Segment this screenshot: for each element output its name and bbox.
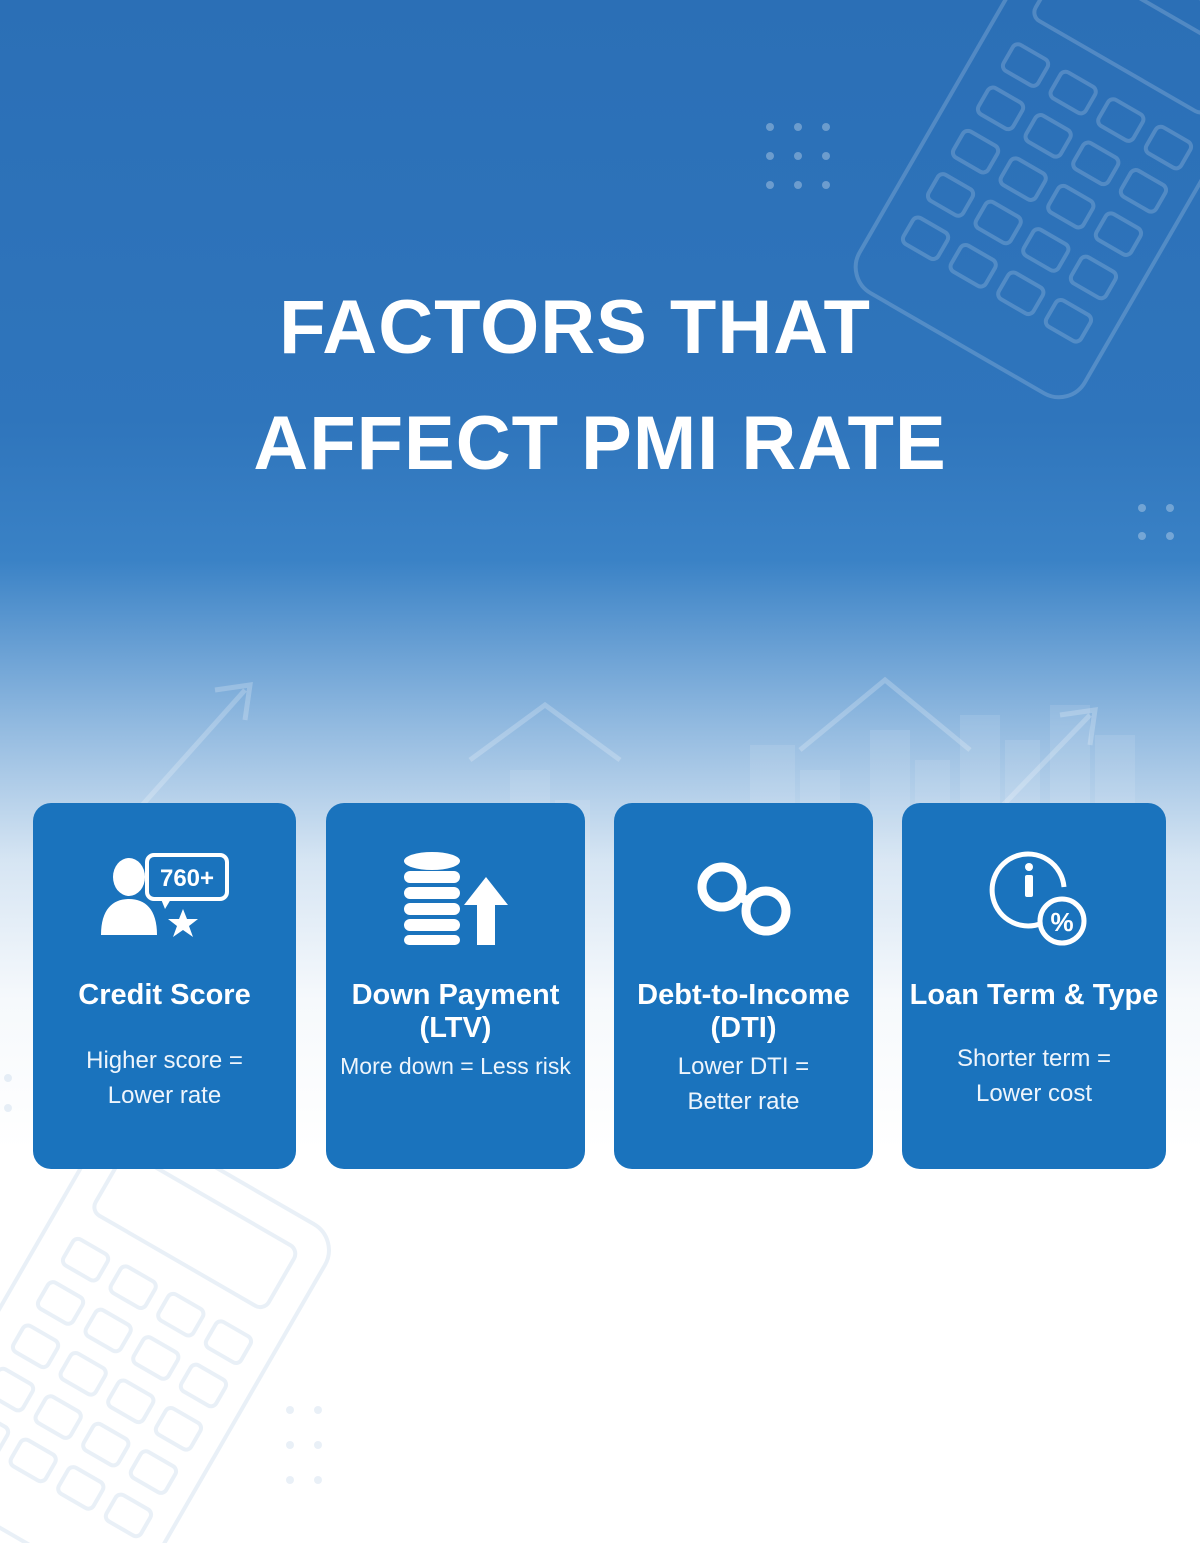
card-description: Lower DTI = Better rate [677, 1053, 810, 1115]
credit-score-badge: 760+ [159, 865, 213, 892]
title-line-1: FACTORS THAT [279, 285, 871, 370]
svg-text:%: % [1050, 907, 1073, 937]
calculator-outline-icon [853, 0, 1200, 400]
calculator-outline-icon [0, 1118, 331, 1543]
person-score-star-icon: 760+ [33, 847, 296, 947]
clock-percent-icon: % [902, 847, 1166, 947]
dot-grid-icon [4, 1074, 322, 1484]
factor-card-debt-to-income: Debt-to-Income (DTI) Lower DTI = Better … [614, 803, 873, 1169]
coin-stack-arrow-up-icon [326, 847, 585, 947]
chain-link-icon [614, 847, 873, 947]
card-title: Down Payment (LTV) [351, 979, 560, 1044]
dot-grid-icon [766, 123, 1174, 540]
card-description: More down = Less risk [340, 1053, 571, 1079]
factor-card-down-payment: Down Payment (LTV) More down = Less risk [326, 803, 585, 1169]
card-title: Loan Term & Type [909, 979, 1159, 1011]
factor-card-loan-term: % Loan Term & Type Shorter term = Lower … [902, 803, 1166, 1169]
title-line-2: AFFECT PMI RATE [253, 401, 947, 486]
card-description: Shorter term = Lower cost [956, 1045, 1112, 1107]
card-title: Debt-to-Income (DTI) [637, 979, 850, 1044]
card-description: Higher score = Lower rate [86, 1047, 243, 1109]
factor-card-credit-score: 760+ Credit Score Higher score = Lower r… [33, 803, 296, 1169]
card-title: Credit Score [78, 979, 251, 1011]
page-title: FACTORS THAT AFFECT PMI RATE [0, 270, 1200, 502]
